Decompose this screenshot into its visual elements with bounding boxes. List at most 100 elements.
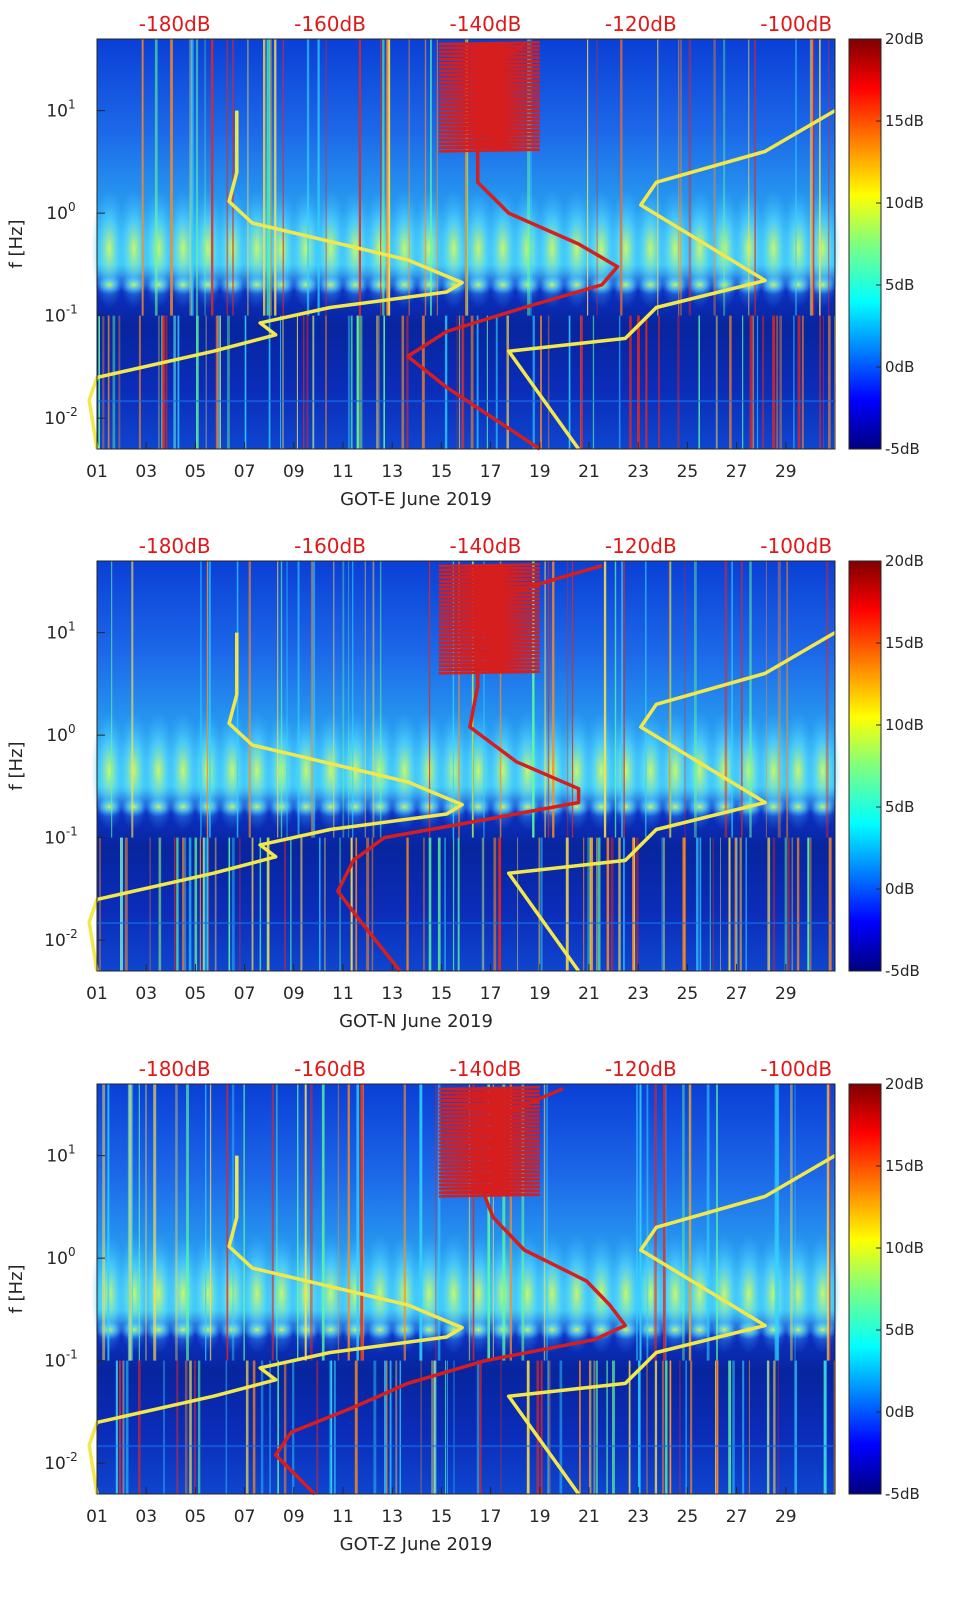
overlay-curves [87, 563, 836, 973]
event-stripe [312, 561, 316, 838]
event-stripe [218, 315, 221, 449]
heatmap-blob [119, 1319, 148, 1340]
event-stripe [657, 39, 659, 316]
event-stripe [248, 561, 251, 838]
event-stripe [548, 1360, 551, 1494]
event-stripe [636, 837, 639, 971]
event-stripe [204, 39, 206, 316]
event-stripe [466, 39, 469, 316]
x-tick-label: 17 [480, 462, 502, 482]
event-stripe [728, 837, 731, 971]
heatmap-blob [218, 796, 247, 817]
event-stripe [595, 1360, 598, 1494]
event-stripe [580, 315, 583, 449]
heatmap-blob [267, 1319, 296, 1340]
colorbar: 20dB 15dB 10dB 5dB 0dB -5dB [848, 30, 924, 458]
event-stripe [543, 1084, 546, 1361]
x-tick-label: 19 [529, 984, 551, 1004]
event-stripe [500, 1360, 502, 1494]
event-stripe [482, 837, 485, 971]
event-stripe [154, 39, 158, 316]
event-stripe [419, 1084, 423, 1361]
event-stripe [828, 1084, 831, 1361]
event-stripe [385, 39, 389, 316]
event-stripe [544, 561, 546, 838]
x-axis-title: GOT-Z June 2019 [340, 1534, 493, 1555]
event-stripe [313, 315, 315, 449]
event-stripe [283, 1360, 287, 1494]
event-stripe [794, 1084, 796, 1361]
event-stripe [226, 39, 229, 316]
event-stripe [324, 837, 326, 971]
event-stripe [677, 315, 680, 449]
y-tick-label: 101 [46, 1143, 75, 1167]
spectrogram-stripes [97, 39, 835, 449]
event-stripe [571, 561, 574, 838]
event-stripe [420, 1360, 422, 1494]
event-stripe [352, 561, 354, 838]
event-stripe [492, 1084, 494, 1361]
event-stripe [243, 1084, 245, 1361]
event-stripe [428, 561, 431, 838]
event-stripe [526, 1360, 530, 1494]
event-stripe [724, 561, 728, 838]
event-stripe [120, 837, 123, 971]
event-stripe [696, 837, 699, 971]
event-stripe [828, 837, 832, 971]
top-db-axis: -180dB -160dB -140dB -120dB -100dB [139, 534, 832, 558]
yellow-model-curve [87, 632, 464, 972]
event-stripe [266, 39, 270, 316]
x-tick-label: 23 [627, 462, 649, 482]
heatmap-blob [365, 1319, 394, 1340]
event-stripe [321, 1084, 325, 1361]
top-db-label: -160dB [294, 534, 366, 558]
event-stripe [260, 1360, 264, 1494]
colorbar-label: -5dB [885, 1485, 920, 1503]
event-stripe [688, 39, 692, 316]
event-stripe [184, 837, 187, 971]
x-tick-label: 07 [234, 984, 256, 1004]
heatmap-blob [242, 1319, 271, 1340]
x-tick-label: 09 [283, 1507, 305, 1527]
x-tick-label: 09 [283, 984, 305, 1004]
event-stripe [479, 1360, 482, 1494]
event-stripe [694, 561, 697, 838]
x-tick-label: 27 [726, 1507, 748, 1527]
event-stripe [149, 837, 151, 971]
spectrogram-panel-got-n: 10-2 10-1 100 101 01 03 05 07 09 11 13 15 17 19 21 23 2… [6, 534, 924, 1032]
heatmap-blob [292, 274, 321, 295]
y-tick-label: 100 [46, 722, 75, 746]
event-stripe [749, 561, 752, 838]
event-stripe [716, 1084, 718, 1361]
event-stripe [472, 561, 474, 838]
event-stripe [765, 561, 767, 838]
top-db-label: -120dB [605, 12, 677, 36]
event-stripe [465, 39, 468, 316]
heatmap-blob [784, 1319, 813, 1340]
event-stripe [194, 837, 198, 971]
x-tick-label: 15 [431, 984, 453, 1004]
event-stripe [445, 1360, 447, 1494]
heatmap-blob [193, 274, 222, 295]
top-db-label: -180dB [139, 12, 211, 36]
event-stripe [538, 837, 540, 971]
top-db-label: -140dB [450, 1057, 522, 1081]
event-stripe [401, 315, 405, 449]
event-stripe [776, 315, 778, 449]
event-stripe [138, 1360, 141, 1494]
event-stripe [756, 315, 759, 449]
event-stripe [628, 1360, 631, 1494]
event-stripe [742, 315, 744, 449]
x-tick-label: 29 [775, 984, 797, 1004]
event-stripe [682, 1084, 685, 1361]
x-tick-label: 11 [332, 1507, 354, 1527]
colorbar-label: 20dB [885, 1075, 924, 1093]
heatmap-blob [808, 796, 837, 817]
event-stripe [636, 1084, 639, 1361]
top-db-label: -180dB [139, 534, 211, 558]
event-stripe [211, 39, 214, 316]
heatmap-blob [119, 796, 148, 817]
event-stripe [795, 39, 797, 316]
event-stripe [280, 561, 283, 838]
yellow-model-curve [506, 1154, 836, 1496]
